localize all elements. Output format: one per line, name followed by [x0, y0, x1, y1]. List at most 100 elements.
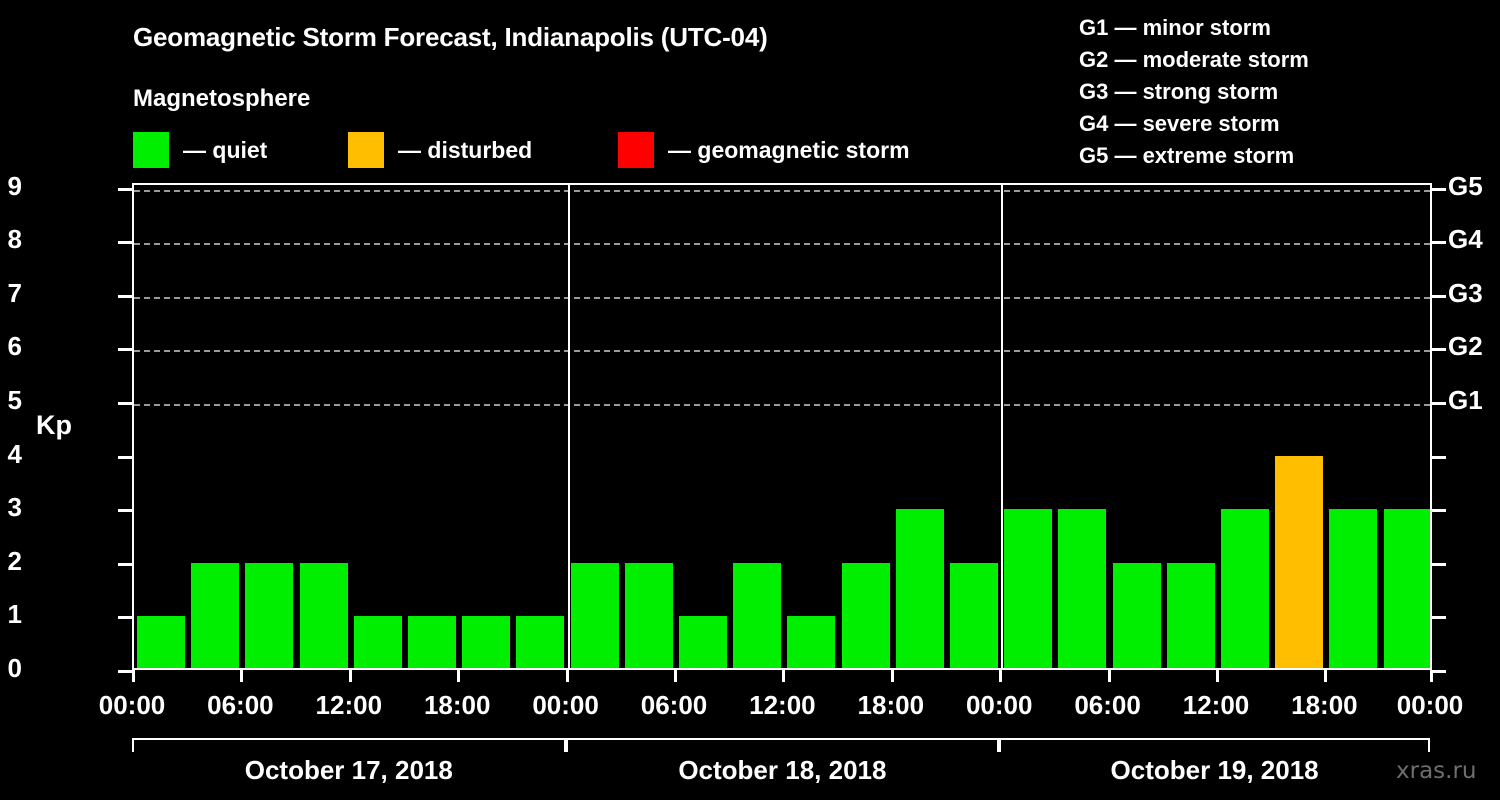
- legend-entry-label: — geomagnetic storm: [668, 136, 910, 163]
- kp-bar: [408, 616, 456, 668]
- y-axis-tick: [118, 348, 132, 352]
- day-separator: [567, 185, 570, 668]
- g-axis-tick-label: G2: [1448, 331, 1483, 362]
- g-axis-tick: [1432, 294, 1446, 298]
- y-axis-tick-label: 1: [7, 599, 22, 630]
- kp-bar: [787, 616, 836, 668]
- g-legend-row: G2 — moderate storm: [1079, 47, 1309, 72]
- kp-bar: [299, 562, 348, 668]
- x-axis-tick: [1107, 670, 1111, 682]
- x-axis-tick-label: 18:00: [857, 690, 925, 720]
- x-axis-tick: [348, 670, 352, 682]
- g-axis-tick-label: G5: [1448, 170, 1483, 201]
- kp-bar: [1166, 562, 1215, 668]
- x-axis-tick-label: 06:00: [207, 690, 274, 720]
- kp-bar: [570, 562, 619, 668]
- x-axis-tick: [890, 670, 894, 682]
- g-axis-tick: [1432, 241, 1446, 245]
- y-axis-tick-label: 9: [7, 170, 22, 201]
- y-axis-tick-label: 4: [7, 438, 22, 469]
- x-axis-tick-label: 18:00: [1291, 690, 1358, 720]
- x-axis-tick: [457, 670, 461, 682]
- kp-bar: [1221, 509, 1269, 668]
- x-axis-tick-label: 00:00: [532, 690, 599, 720]
- day-separator: [1001, 185, 1004, 668]
- x-axis-tick-label: 12:00: [1182, 690, 1250, 720]
- day-bracket: [565, 738, 1000, 752]
- x-axis-tick: [240, 670, 244, 682]
- kp-bar: [1329, 509, 1378, 668]
- gridline: [134, 243, 1430, 246]
- x-axis-tick-label: 06:00: [1074, 690, 1141, 720]
- x-axis-tick-label: 06:00: [640, 690, 708, 720]
- g-legend-row: G3 — strong storm: [1079, 79, 1279, 104]
- kp-bar: [950, 562, 998, 668]
- legend-swatch-quiet: [133, 132, 169, 168]
- day-bracket: [132, 738, 566, 752]
- g-axis-tick: [1432, 455, 1446, 459]
- g-legend-row: G4 — severe storm: [1079, 111, 1280, 136]
- kp-bar: [679, 616, 727, 668]
- g-axis-tick: [1432, 562, 1446, 566]
- g-axis-tick: [1432, 402, 1446, 405]
- g-axis-tick: [1432, 348, 1446, 352]
- g-axis-tick-label: G4: [1448, 224, 1483, 255]
- legend-swatch-disturbed: [348, 132, 384, 168]
- y-axis-tick: [118, 241, 132, 245]
- kp-bar: [1004, 509, 1053, 668]
- x-axis-tick: [132, 670, 135, 682]
- kp-bar: [462, 616, 511, 668]
- y-axis-tick: [118, 562, 132, 566]
- legend-entry-label: — disturbed: [398, 136, 533, 163]
- y-axis-tick: [118, 670, 132, 673]
- kp-bar: [624, 562, 673, 668]
- gridline: [134, 404, 1430, 406]
- y-axis-tick: [118, 187, 132, 191]
- y-axis-tick-label: 0: [7, 653, 22, 683]
- y-axis-tick-label: 7: [7, 277, 22, 308]
- g-scale-legend: G1 — minor storm G2 — moderate storm G3 — …: [1079, 12, 1309, 172]
- kp-bar: [1275, 455, 1324, 668]
- g-axis-tick: [1432, 509, 1446, 513]
- x-axis-tick: [1216, 670, 1219, 682]
- x-axis-tick-label: 00:00: [98, 690, 166, 720]
- g-axis-tick-label: G3: [1448, 277, 1483, 308]
- x-axis-tick: [565, 670, 569, 682]
- kp-bar: [1112, 562, 1161, 668]
- gridline: [134, 189, 1430, 192]
- x-axis-tick: [674, 670, 677, 682]
- g-axis-tick: [1432, 187, 1446, 191]
- legend-entry: — quiet: [133, 132, 267, 168]
- y-axis-tick: [118, 616, 132, 620]
- x-axis-tick: [1430, 670, 1433, 682]
- g-legend-row: G1 — minor storm: [1079, 15, 1271, 40]
- gridline: [134, 296, 1430, 299]
- day-bracket: [999, 738, 1430, 752]
- x-axis-tick: [782, 670, 786, 682]
- day-label: October 19, 2018: [1110, 755, 1319, 785]
- kp-bar: [733, 562, 782, 668]
- kp-bar: [841, 562, 890, 668]
- kp-bar: [895, 509, 944, 668]
- watermark: xras.ru: [1396, 758, 1477, 784]
- magnetosphere-section-label: Magnetosphere: [133, 85, 311, 112]
- g-axis-tick: [1432, 616, 1446, 620]
- y-axis-tick-label: 3: [7, 492, 22, 523]
- gridline: [134, 350, 1430, 353]
- y-axis-title: Kp: [36, 410, 72, 440]
- kp-bar: [137, 616, 185, 668]
- y-axis-tick-label: 5: [7, 385, 22, 415]
- kp-bar: [516, 616, 565, 668]
- legend-entry: — disturbed: [348, 132, 532, 168]
- x-axis-tick-label: 12:00: [749, 690, 816, 720]
- x-axis-tick-label: 18:00: [423, 690, 491, 720]
- plot-area: [132, 183, 1432, 670]
- kp-bar: [191, 562, 240, 668]
- kp-bar: [353, 616, 402, 668]
- y-axis-tick: [118, 455, 132, 459]
- x-axis-tick: [1324, 670, 1328, 682]
- g-axis-tick-label: G1: [1448, 385, 1483, 415]
- y-axis-tick: [118, 402, 132, 405]
- legend-swatch-storm: [618, 132, 654, 168]
- x-axis-tick-label: 12:00: [315, 690, 383, 720]
